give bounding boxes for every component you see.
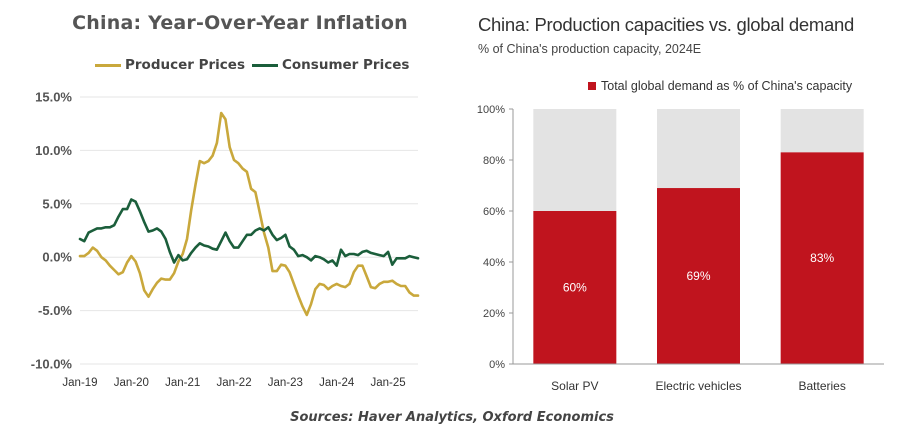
y-tick-label: 80% xyxy=(483,155,505,167)
legend-consumer-prices-label: Consumer Prices xyxy=(282,57,410,73)
y-tick-label: -10.0% xyxy=(31,357,73,372)
y-tick-label: 100% xyxy=(477,104,505,116)
right-chart-subtitle: % of China's production capacity, 2024E xyxy=(478,42,702,56)
bar-data-label: 83% xyxy=(810,251,834,265)
x-tick-label: Jan-20 xyxy=(114,377,149,389)
y-tick-label: 0.0% xyxy=(42,250,72,265)
consumer-prices-legend-line xyxy=(252,63,278,67)
y-tick-label: 40% xyxy=(483,257,505,269)
y-tick-label: 10.0% xyxy=(35,143,72,158)
category-label: Electric vehicles xyxy=(655,379,741,393)
x-tick-label: Jan-24 xyxy=(319,377,355,389)
x-tick-label: Jan-25 xyxy=(370,377,405,389)
source-note: Sources: Haver Analytics, Oxford Economi… xyxy=(290,410,614,425)
inflation-line-chart: 15.0% 10.0% 5.0% 0.0% -5.0% -10.0% Jan-19 Jan-2… xyxy=(31,90,420,389)
bar-data-label: 69% xyxy=(686,269,710,283)
remaining-capacity-bar xyxy=(780,109,864,153)
remaining-capacity-bar xyxy=(657,109,740,189)
demand-bar xyxy=(780,152,864,364)
demand-bar xyxy=(533,211,617,364)
y-tick-label: -5.0% xyxy=(38,303,72,318)
x-tick-label: Jan-23 xyxy=(268,377,303,389)
bar-data-label: 60% xyxy=(563,281,587,295)
capacity-bar-chart: 0% 20% 40% 60% 80% 100% 60% Solar PV 69% Electric… xyxy=(477,104,884,393)
x-tick-label: Jan-21 xyxy=(165,377,200,389)
legend-producer-prices: Producer Prices xyxy=(95,57,245,73)
remaining-capacity-bar xyxy=(533,109,617,211)
demand-legend-square xyxy=(588,82,596,90)
y-tick-label: 15.0% xyxy=(35,90,72,105)
category-label: Batteries xyxy=(798,379,845,393)
producer-prices-line xyxy=(78,111,420,317)
y-tick-label: 20% xyxy=(483,308,505,320)
consumer-prices-line xyxy=(78,198,420,268)
y-tick-label: 60% xyxy=(483,206,505,218)
legend-consumer-prices: Consumer Prices xyxy=(252,57,409,73)
y-tick-label: 5.0% xyxy=(42,196,72,211)
legend-producer-prices-label: Producer Prices xyxy=(125,57,245,73)
producer-prices-legend-line xyxy=(95,63,121,67)
right-chart-title: China: Production capacities vs. global … xyxy=(478,14,854,35)
y-tick-label: 0% xyxy=(489,359,505,371)
demand-legend-label: Total global demand as % of China's capa… xyxy=(601,79,853,93)
x-tick-label: Jan-22 xyxy=(216,377,251,389)
category-label: Solar PV xyxy=(551,379,598,393)
left-chart-title: China: Year-Over-Year Inflation xyxy=(72,12,408,34)
right-chart-legend: Total global demand as % of China's capa… xyxy=(588,79,852,93)
demand-bar xyxy=(657,188,740,364)
x-tick-label: Jan-19 xyxy=(62,377,97,389)
